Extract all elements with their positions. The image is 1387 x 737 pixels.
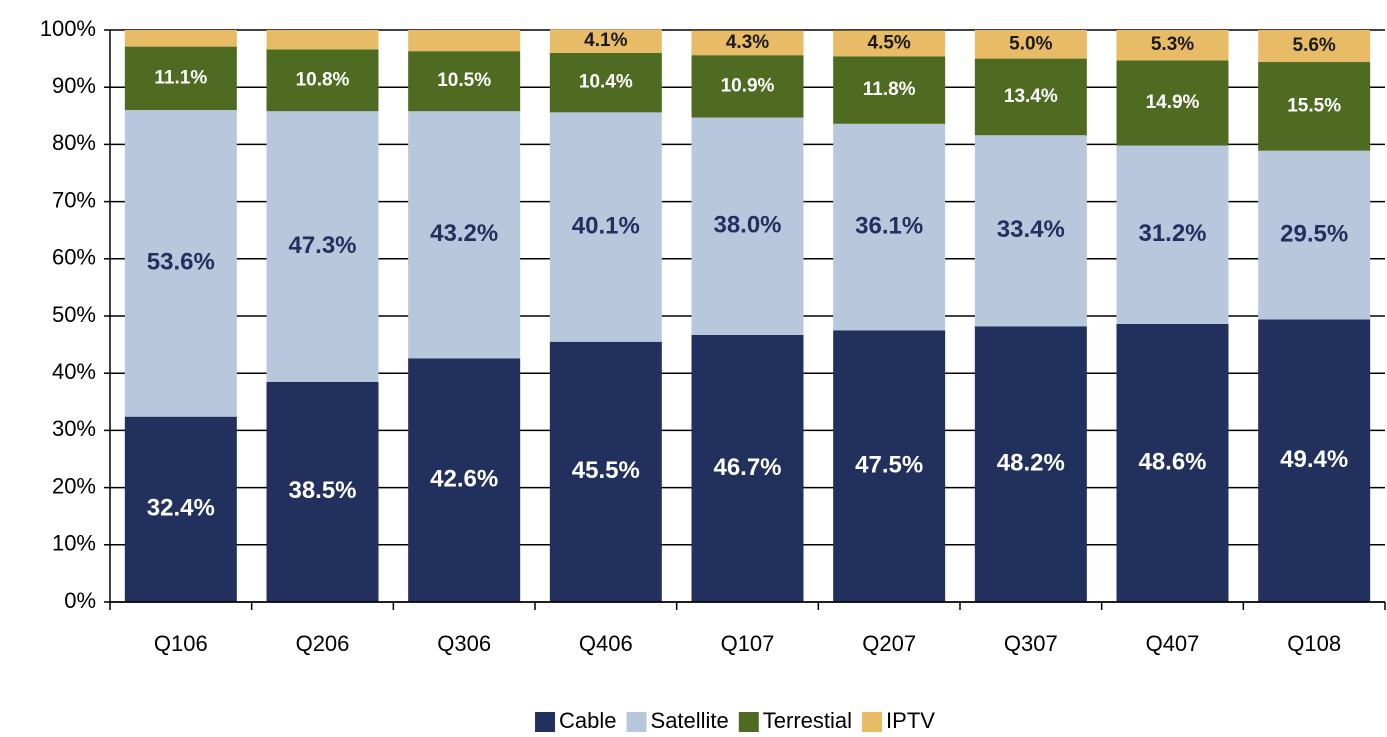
value-label: 46.7% — [713, 454, 781, 481]
value-label: 38.0% — [713, 212, 781, 239]
legend-label: Satellite — [651, 708, 729, 733]
legend-label: IPTV — [886, 708, 935, 733]
y-tick-label: 20% — [52, 473, 96, 498]
value-label: 53.6% — [147, 249, 215, 276]
value-label: 47.3% — [288, 232, 356, 259]
bar-segment — [124, 110, 237, 417]
value-label: 4.1% — [584, 30, 627, 51]
value-label: 10.9% — [721, 75, 775, 96]
bar-segment — [833, 56, 946, 124]
y-tick-label: 80% — [52, 130, 96, 155]
bar-segment — [691, 334, 804, 602]
value-label: 32.4% — [147, 495, 215, 522]
value-label: 45.5% — [572, 457, 640, 484]
legend-swatch — [535, 712, 556, 732]
bar-segment — [974, 30, 1087, 59]
value-label: 10.4% — [579, 72, 633, 93]
bar-segment — [1258, 150, 1371, 320]
legend-label: Cable — [559, 708, 616, 733]
bar-segment — [974, 326, 1087, 602]
value-label: 48.2% — [997, 449, 1065, 476]
bar-segment — [408, 358, 521, 602]
bar-segment — [1116, 60, 1229, 146]
y-tick-label: 40% — [52, 359, 96, 384]
value-label: 14.9% — [1146, 92, 1200, 113]
legend-swatch — [738, 712, 759, 732]
value-label: 10.5% — [437, 70, 491, 91]
value-label: 4.3% — [726, 32, 769, 53]
value-label: 36.1% — [855, 212, 923, 239]
bar-segment — [1258, 319, 1371, 602]
value-label: 11.1% — [154, 67, 207, 88]
x-tick-label: Q406 — [579, 631, 633, 656]
bar-segment — [549, 52, 662, 113]
x-tick-label: Q108 — [1287, 631, 1341, 656]
bar-segment — [1116, 145, 1229, 325]
x-tick-label: Q306 — [437, 631, 491, 656]
bar-segment — [1116, 30, 1229, 61]
bar-segment — [408, 30, 521, 52]
bar-segment — [124, 416, 237, 602]
value-label: 13.4% — [1004, 86, 1058, 107]
x-tick-label: Q106 — [154, 631, 208, 656]
bar-segment — [1116, 324, 1229, 602]
value-label: 5.0% — [1009, 33, 1052, 54]
value-label: 10.8% — [296, 69, 350, 90]
bar-segment — [124, 30, 237, 47]
value-label: 33.4% — [997, 216, 1065, 243]
bar-segment — [691, 117, 804, 335]
legend-swatch — [862, 712, 883, 732]
x-tick-label: Q407 — [1146, 631, 1200, 656]
value-label: 47.5% — [855, 451, 923, 478]
y-tick-label: 0% — [64, 588, 96, 613]
y-tick-label: 60% — [52, 245, 96, 270]
bar-segment — [974, 135, 1087, 327]
bar-segment — [266, 49, 379, 112]
bar-segment — [549, 29, 662, 53]
y-tick-label: 50% — [52, 302, 96, 327]
bar-segment — [408, 51, 521, 112]
x-tick-label: Q206 — [296, 631, 350, 656]
legend-swatch — [626, 712, 647, 732]
bar-segment — [691, 55, 804, 118]
value-label: 43.2% — [430, 220, 498, 247]
legend-label: Terrestial — [763, 708, 852, 733]
value-label: 4.5% — [868, 32, 911, 53]
bar-segment — [408, 111, 521, 359]
bar-segment — [266, 111, 379, 382]
value-label: 11.8% — [863, 79, 916, 100]
value-label: 42.6% — [430, 466, 498, 493]
value-label: 38.5% — [288, 477, 356, 504]
x-tick-label: Q307 — [1004, 631, 1058, 656]
bar-segment — [691, 30, 804, 56]
value-label: 31.2% — [1138, 220, 1206, 247]
x-tick-label: Q107 — [721, 631, 775, 656]
bar-segment — [1258, 30, 1371, 63]
y-tick-label: 70% — [52, 187, 96, 212]
bar-segment — [833, 30, 946, 57]
bar-segment — [266, 30, 379, 50]
y-tick-label: 90% — [52, 73, 96, 98]
bar-segment — [549, 341, 662, 602]
bar-segment — [974, 58, 1087, 136]
value-label: 5.3% — [1151, 34, 1194, 55]
y-tick-label: 10% — [52, 531, 96, 556]
y-tick-label: 100% — [40, 16, 96, 41]
bar-segment — [549, 112, 662, 342]
y-tick-label: 30% — [52, 416, 96, 441]
bar-segment — [124, 46, 237, 111]
x-tick-label: Q207 — [862, 631, 916, 656]
value-label: 48.6% — [1138, 448, 1206, 475]
bar-segment — [833, 123, 946, 331]
value-label: 15.5% — [1287, 95, 1341, 116]
bar-segment — [1258, 62, 1371, 151]
value-label: 40.1% — [572, 212, 640, 239]
value-label: 5.6% — [1293, 35, 1336, 56]
value-label: 49.4% — [1280, 446, 1348, 473]
bar-segment — [833, 330, 946, 602]
bar-segment — [266, 381, 379, 602]
value-label: 29.5% — [1280, 220, 1348, 247]
